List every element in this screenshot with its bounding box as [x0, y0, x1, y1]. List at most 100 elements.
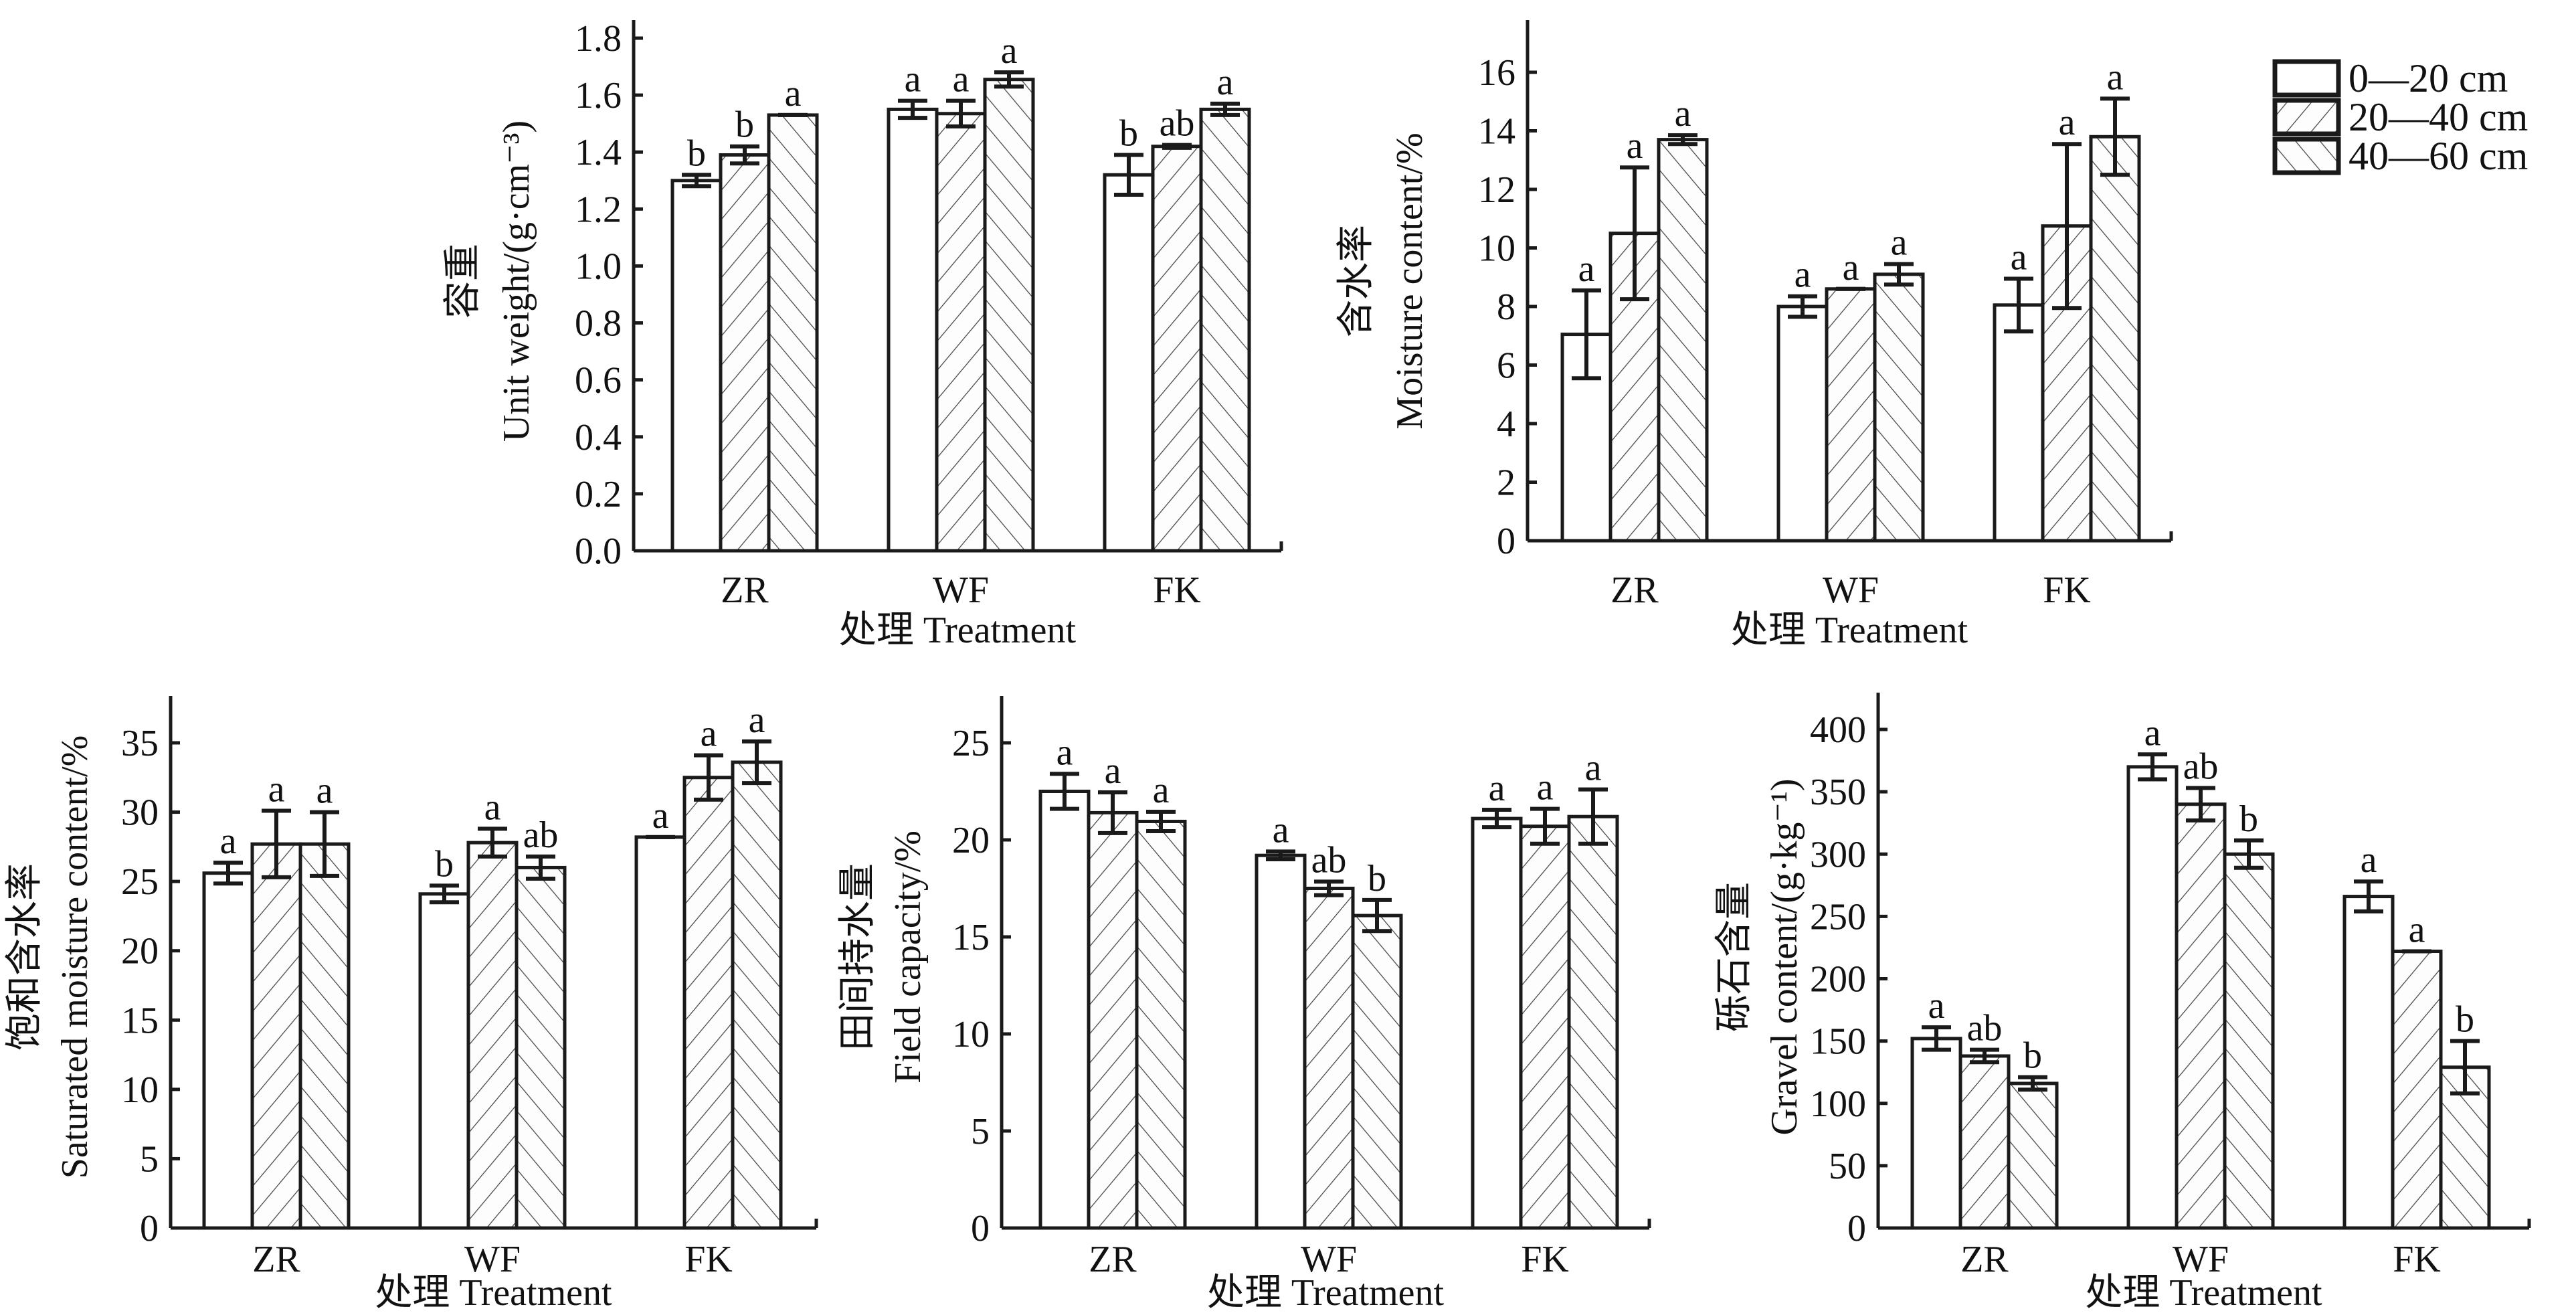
bar-zr-40-60cm — [1657, 138, 1709, 543]
significance-label: a — [1056, 731, 1073, 773]
significance-label: a — [1001, 30, 1018, 72]
y-tick-label: 16 — [1478, 52, 1515, 94]
significance-label: a — [1578, 248, 1595, 290]
legend-swatch-40-60cm — [2272, 137, 2341, 175]
bar-zr-20-40cm — [250, 842, 302, 1230]
significance-label: a — [1675, 93, 1691, 135]
bar-wf-20-40cm — [2175, 802, 2227, 1230]
y-axis-title: Moisture content/% — [1389, 133, 1431, 429]
significance-label: b — [735, 104, 754, 146]
x-tick-label: ZR — [1611, 570, 1659, 611]
bar-fk-0-20cm — [1103, 173, 1155, 553]
significance-label: a — [905, 59, 921, 100]
bar-wf-20-40cm — [1825, 287, 1877, 543]
bar-wf-0-20cm — [1776, 304, 1829, 543]
significance-label: a — [1153, 770, 1170, 811]
significance-label: a — [1795, 254, 1811, 296]
significance-label: a — [484, 786, 501, 828]
legend-label-20-40cm: 20—40 cm — [2349, 95, 2528, 139]
y-tick-label: 25 — [121, 861, 159, 903]
y-tick-label: 0 — [140, 1208, 159, 1249]
significance-label: b — [687, 133, 706, 174]
y-tick-label: 100 — [1810, 1083, 1866, 1125]
significance-label: a — [953, 59, 970, 100]
significance-label: b — [2239, 798, 2258, 840]
significance-label: a — [2361, 839, 2377, 881]
significance-label: a — [1537, 767, 1554, 808]
bar-fk-40-60cm — [1567, 814, 1619, 1230]
significance-label: a — [220, 820, 237, 862]
legend-label-0-20cm: 0—20 cm — [2349, 56, 2508, 100]
bar-wf-20-40cm — [1303, 887, 1355, 1230]
y-tick-label: 250 — [1810, 896, 1866, 938]
y-tick-label: 2 — [1497, 462, 1515, 504]
significance-label: ab — [523, 814, 559, 856]
bar-wf-40-60cm — [983, 78, 1035, 553]
x-axis-title: 处理 Treatment — [839, 610, 1077, 651]
bar-fk-20-40cm — [1519, 824, 1571, 1230]
bar-wf-0-20cm — [1255, 853, 1307, 1230]
x-tick-label: FK — [2393, 1239, 2441, 1280]
legend-swatch-20-40cm — [2272, 98, 2341, 137]
x-tick-label: ZR — [1089, 1239, 1137, 1280]
bar-wf-20-40cm — [466, 841, 519, 1230]
x-axis-title: 处理 Treatment — [2085, 1272, 2322, 1313]
significance-label: ab — [1160, 103, 1195, 145]
significance-label: ab — [2183, 746, 2219, 788]
bar-fk-40-60cm — [731, 760, 783, 1230]
x-tick-label: FK — [2043, 570, 2091, 611]
x-tick-label: ZR — [252, 1239, 300, 1280]
y-tick-label: 15 — [121, 1000, 159, 1041]
significance-label: a — [785, 73, 802, 114]
legend-label-40-60cm: 40—60 cm — [2349, 134, 2528, 178]
bar-wf-0-20cm — [887, 107, 939, 553]
bar-zr-0-20cm — [1038, 790, 1091, 1230]
x-tick-label: FK — [1521, 1239, 1569, 1280]
y-tick-label: 14 — [1478, 111, 1515, 153]
bar-fk-0-20cm — [634, 835, 686, 1230]
y-tick-label: 1.6 — [575, 75, 622, 116]
y-tick-label: 0.4 — [575, 417, 622, 458]
x-tick-label: WF — [933, 570, 989, 611]
y-tick-label: 35 — [121, 723, 159, 764]
y-tick-label: 1.0 — [575, 246, 622, 287]
significance-label: a — [2059, 102, 2076, 143]
y-tick-label: 1.2 — [575, 189, 622, 230]
significance-label: a — [749, 699, 765, 741]
y-tick-label: 12 — [1478, 169, 1515, 211]
significance-label: a — [1585, 748, 1602, 789]
x-tick-label: WF — [464, 1239, 521, 1280]
chart-field-capacity: 0 5 10 15 20 25 田间持水量 Field capacity/% 处理 Treatm… — [837, 696, 1651, 1313]
chart-saturated-moisture: 0 5 10 15 20 25 30 35 饱和含水率 Saturated moisture co… — [4, 696, 818, 1313]
significance-label: a — [1273, 809, 1289, 851]
significance-label: a — [1105, 750, 1121, 792]
significance-label: a — [2011, 236, 2027, 278]
significance-label: a — [1627, 125, 1643, 167]
significance-label: a — [316, 770, 333, 812]
significance-label: a — [1843, 247, 1859, 288]
y-tick-label: 400 — [1810, 709, 1866, 751]
y-tick-label: 0.0 — [575, 531, 622, 572]
bar-wf-20-40cm — [935, 112, 987, 553]
significance-label: a — [2107, 56, 2124, 98]
y-tick-label: 25 — [952, 723, 990, 764]
bar-zr-20-40cm — [719, 153, 771, 553]
significance-label: a — [1217, 62, 1234, 103]
y-axis-title-cn: 田间持水量 — [837, 863, 879, 1051]
bar-wf-40-60cm — [515, 865, 567, 1230]
bar-zr-40-60cm — [2007, 1081, 2059, 1230]
y-tick-label: 10 — [952, 1014, 990, 1055]
y-tick-label: 150 — [1810, 1021, 1866, 1063]
significance-label: a — [268, 769, 285, 810]
bar-wf-0-20cm — [418, 892, 470, 1230]
bar-fk-20-40cm — [2391, 950, 2443, 1230]
bar-wf-0-20cm — [2126, 765, 2179, 1230]
y-axis-title: Field capacity/% — [887, 830, 929, 1083]
bar-zr-20-40cm — [1958, 1054, 2011, 1230]
y-tick-label: 15 — [952, 917, 990, 958]
bar-fk-40-60cm — [1199, 107, 1251, 553]
bar-fk-0-20cm — [2342, 895, 2395, 1230]
y-axis-title: Gravel content/(g·kg⁻¹) — [1764, 778, 1805, 1135]
bar-wf-40-60cm — [1873, 272, 1925, 543]
